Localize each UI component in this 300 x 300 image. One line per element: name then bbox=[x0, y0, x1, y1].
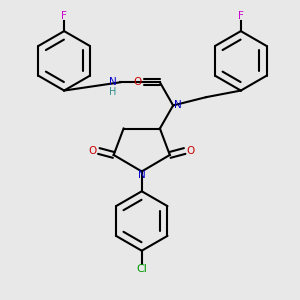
Text: N: N bbox=[138, 170, 146, 180]
Text: Cl: Cl bbox=[136, 264, 147, 274]
Text: H: H bbox=[109, 86, 117, 97]
Text: O: O bbox=[133, 77, 141, 87]
Text: F: F bbox=[238, 11, 244, 21]
Text: O: O bbox=[187, 146, 195, 156]
Text: N: N bbox=[109, 77, 117, 87]
Text: N: N bbox=[174, 100, 182, 110]
Text: O: O bbox=[89, 146, 97, 156]
Text: F: F bbox=[61, 11, 67, 21]
